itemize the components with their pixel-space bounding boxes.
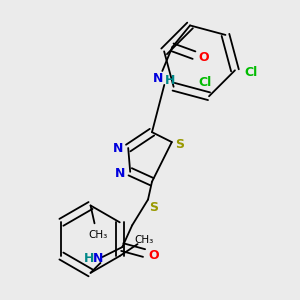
- Text: N: N: [153, 72, 164, 86]
- Text: H: H: [165, 74, 175, 87]
- Text: Cl: Cl: [198, 76, 212, 89]
- Text: O: O: [199, 51, 209, 64]
- Text: S: S: [149, 201, 158, 214]
- Text: S: S: [175, 138, 184, 151]
- Text: N: N: [93, 253, 104, 266]
- Text: N: N: [115, 167, 125, 180]
- Text: N: N: [113, 142, 124, 154]
- Text: O: O: [149, 248, 159, 262]
- Text: CH₃: CH₃: [134, 235, 153, 245]
- Text: Cl: Cl: [244, 66, 257, 79]
- Text: CH₃: CH₃: [89, 230, 108, 240]
- Text: H: H: [83, 253, 94, 266]
